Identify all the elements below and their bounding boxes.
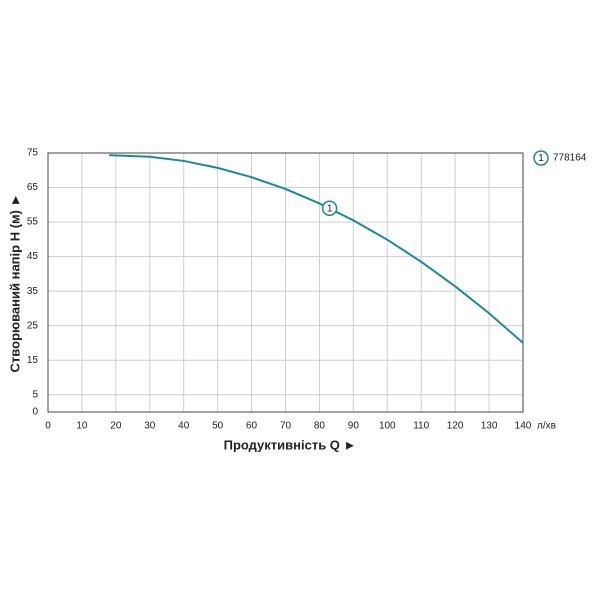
y-axis-title: Створюваний напір Н (м) ► bbox=[7, 194, 22, 373]
y-tick-label: 45 bbox=[27, 251, 39, 262]
x-tick-label: 70 bbox=[280, 421, 292, 432]
x-tick-label: 10 bbox=[76, 421, 88, 432]
x-tick-label: 30 bbox=[144, 421, 156, 432]
y-tick-label: 15 bbox=[27, 355, 39, 366]
y-tick-label: 5 bbox=[32, 389, 38, 400]
x-tick-label: 40 bbox=[178, 421, 190, 432]
x-tick-label: 100 bbox=[379, 421, 396, 432]
x-tick-label: 0 bbox=[45, 421, 51, 432]
x-tick-label: 90 bbox=[348, 421, 360, 432]
legend-marker bbox=[533, 150, 549, 166]
y-tick-label: 35 bbox=[27, 286, 39, 297]
curve-marker-label: 1 bbox=[327, 203, 333, 214]
x-tick-label: 60 bbox=[246, 421, 258, 432]
plot-frame bbox=[47, 152, 524, 413]
x-tick-label: 20 bbox=[110, 421, 122, 432]
curve bbox=[109, 154, 524, 344]
legend-marker-label: 1 bbox=[538, 153, 544, 164]
legend-label: 778164 bbox=[553, 153, 587, 164]
y-tick-label: 25 bbox=[27, 320, 39, 331]
x-tick-label: 120 bbox=[447, 421, 464, 432]
x-tick-label: 50 bbox=[212, 421, 224, 432]
y-tick-label: 65 bbox=[27, 182, 39, 193]
y-tick-label: 0 bbox=[32, 407, 38, 418]
x-unit: л/хв bbox=[537, 421, 556, 432]
curve-marker bbox=[321, 200, 338, 217]
y-tick-label: 75 bbox=[27, 148, 39, 159]
x-tick-label: 140 bbox=[515, 421, 532, 432]
x-axis-title: Продуктивність Q ► bbox=[224, 437, 357, 452]
x-tick-label: 110 bbox=[413, 421, 429, 432]
y-tick-label: 55 bbox=[27, 217, 39, 228]
x-tick-label: 130 bbox=[481, 421, 498, 432]
x-tick-label: 80 bbox=[314, 421, 326, 432]
